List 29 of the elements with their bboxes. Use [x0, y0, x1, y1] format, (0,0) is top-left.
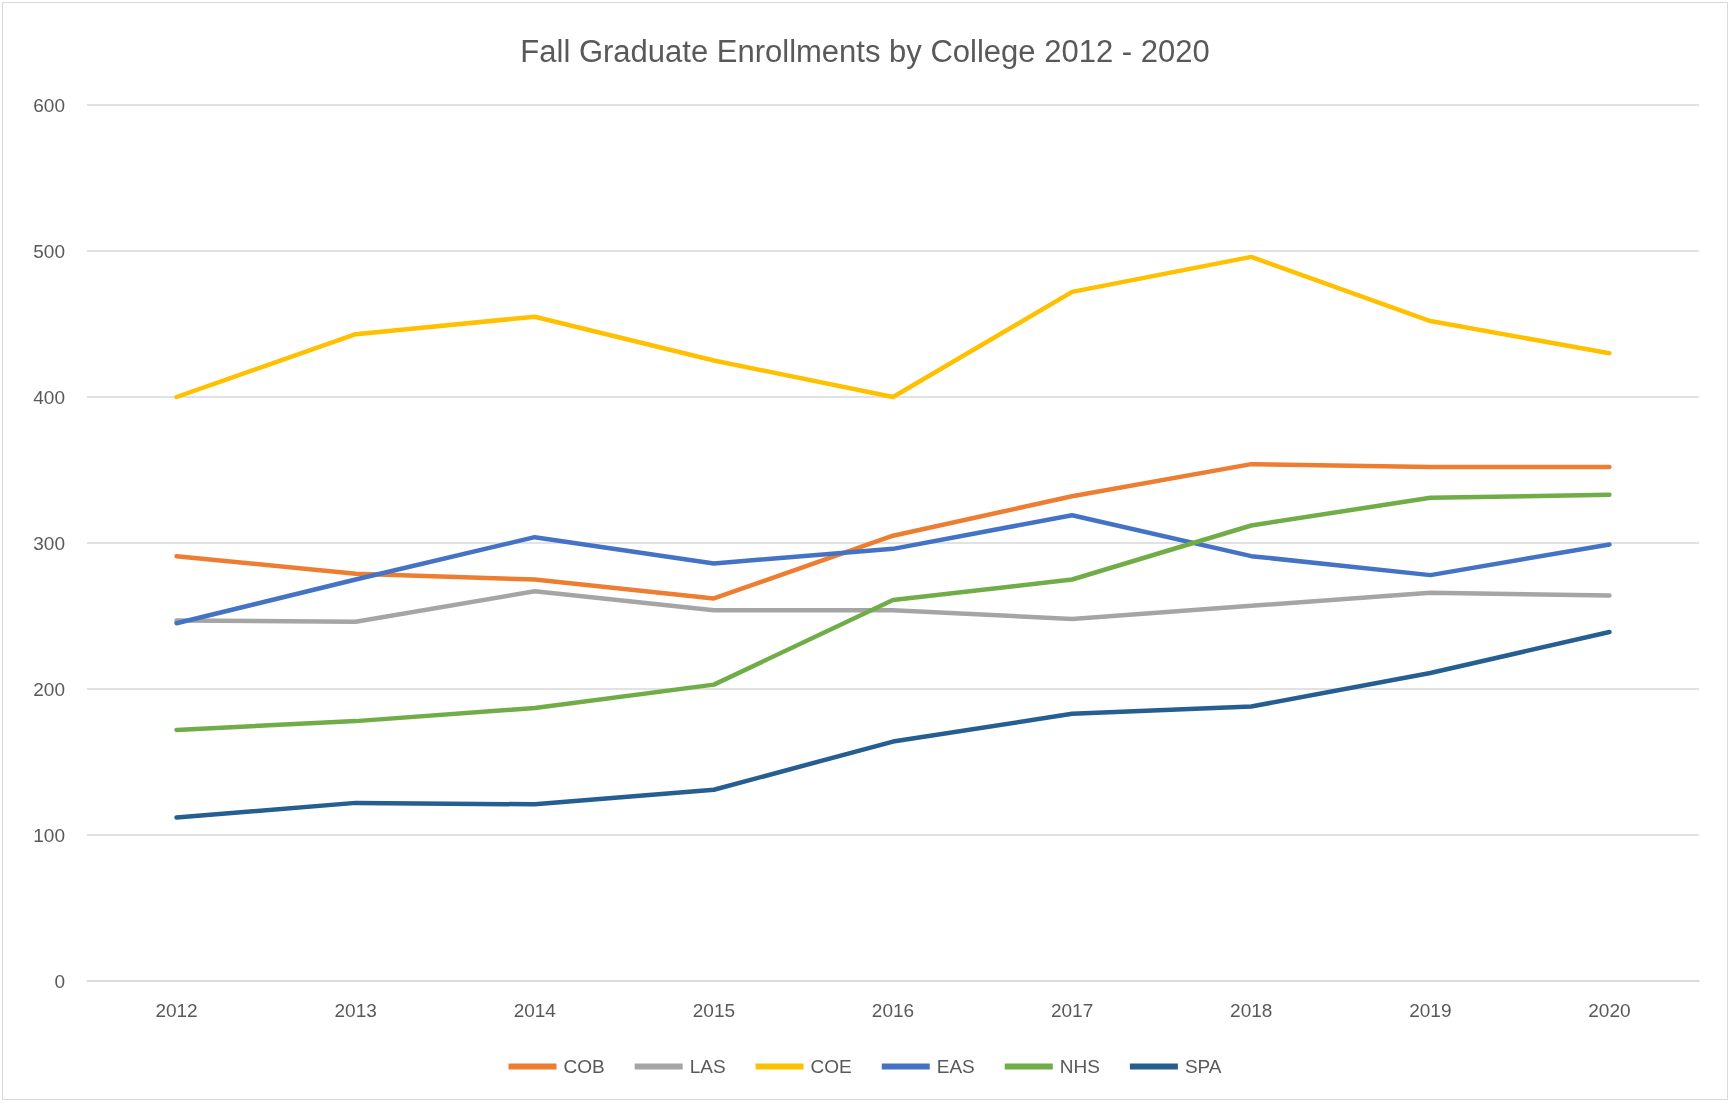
line-series: [174, 461, 1612, 601]
x-tick-label: 2015: [692, 1000, 736, 1021]
legend-label: LAS: [689, 1056, 726, 1077]
x-tick-label: 2019: [1409, 1000, 1452, 1021]
x-tick-label: 2017: [1050, 1000, 1094, 1021]
line-series: [174, 513, 1612, 626]
legend-label: COB: [563, 1056, 605, 1077]
legend-label: SPA: [1184, 1056, 1222, 1077]
y-tick-label: 500: [33, 240, 65, 262]
x-tick-label: 2016: [871, 1000, 915, 1021]
x-tick-label: 2014: [513, 1000, 557, 1021]
x-tick-label: 2020: [1588, 1000, 1631, 1021]
y-tick-label: 0: [54, 970, 65, 992]
x-tick-label: 2013: [334, 1000, 377, 1021]
line-series: [174, 629, 1612, 820]
x-tick-label: 2012: [155, 1000, 198, 1021]
legend-label: NHS: [1059, 1056, 1100, 1077]
chart-title: Fall Graduate Enrollments by College 2012 - 2020: [520, 34, 1210, 69]
y-tick-label: 400: [33, 386, 65, 408]
legend-label: COE: [810, 1056, 852, 1077]
line-series: [174, 254, 1612, 400]
x-tick-label: 2018: [1230, 1000, 1273, 1021]
line-series: [174, 588, 1612, 625]
line-series: [174, 492, 1612, 733]
y-tick-label: 600: [33, 94, 65, 116]
y-tick-label: 100: [33, 824, 65, 846]
y-tick-label: 300: [33, 532, 65, 554]
legend-label: EAS: [936, 1056, 975, 1077]
y-tick-label: 200: [33, 678, 65, 700]
